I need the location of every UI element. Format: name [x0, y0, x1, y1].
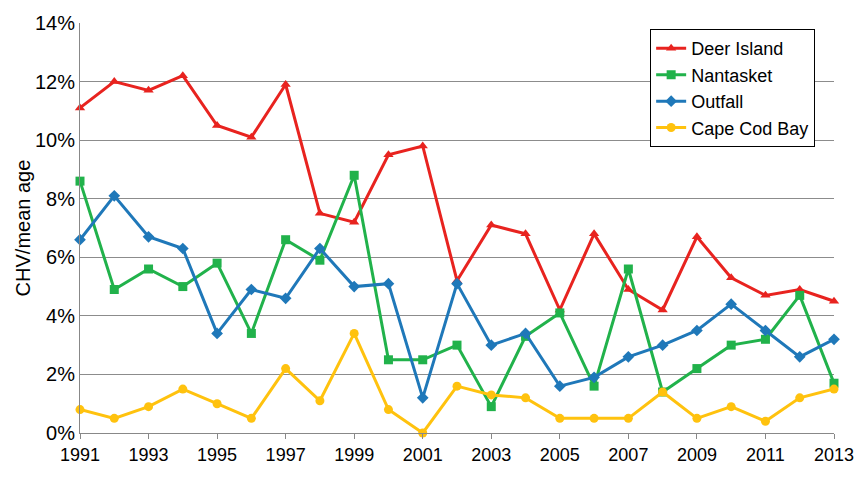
- svg-text:14%: 14%: [35, 12, 75, 34]
- svg-text:6%: 6%: [46, 246, 75, 268]
- svg-text:0%: 0%: [46, 422, 75, 444]
- svg-text:1993: 1993: [129, 445, 169, 465]
- svg-text:2001: 2001: [403, 445, 443, 465]
- svg-text:2011: 2011: [746, 445, 785, 465]
- svg-text:8%: 8%: [46, 188, 75, 210]
- svg-text:1991: 1991: [60, 445, 100, 465]
- svg-text:4%: 4%: [46, 305, 75, 327]
- svg-text:1999: 1999: [334, 445, 374, 465]
- svg-text:2009: 2009: [677, 445, 717, 465]
- svg-text:CHV/mean age: CHV/mean age: [12, 160, 34, 297]
- svg-text:12%: 12%: [35, 71, 75, 93]
- svg-text:Outfall: Outfall: [691, 92, 743, 112]
- svg-text:2005: 2005: [540, 445, 580, 465]
- svg-text:2013: 2013: [814, 445, 854, 465]
- svg-text:2007: 2007: [608, 445, 648, 465]
- svg-text:2%: 2%: [46, 363, 75, 385]
- svg-text:1995: 1995: [197, 445, 237, 465]
- svg-text:10%: 10%: [35, 129, 75, 151]
- svg-text:2003: 2003: [471, 445, 511, 465]
- svg-text:1997: 1997: [266, 445, 306, 465]
- svg-text:Deer Island: Deer Island: [691, 39, 783, 59]
- svg-text:Nantasket: Nantasket: [691, 66, 772, 86]
- svg-text:Cape Cod Bay: Cape Cod Bay: [691, 119, 808, 139]
